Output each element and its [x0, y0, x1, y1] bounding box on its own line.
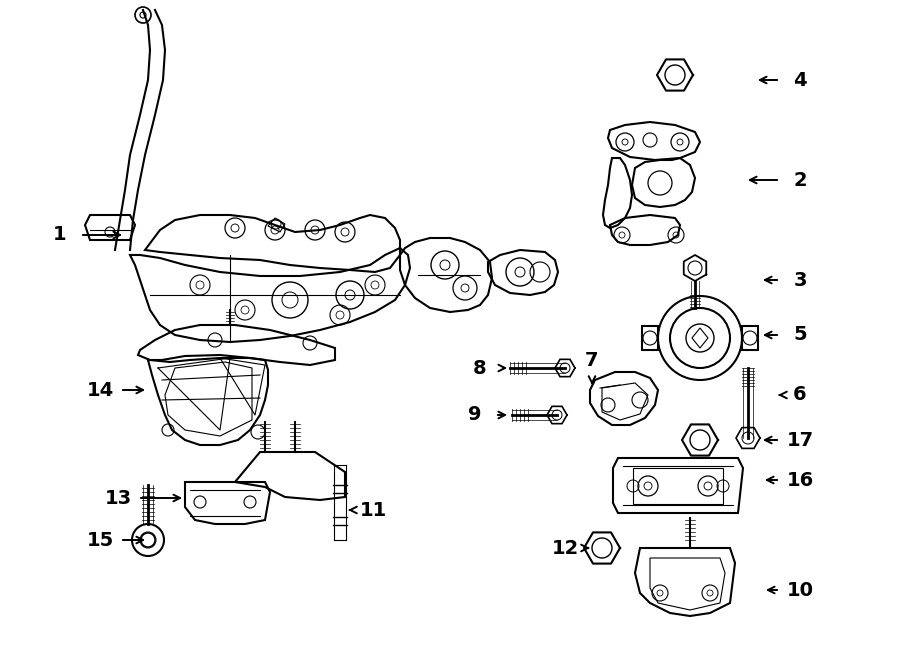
Text: 4: 4	[793, 71, 806, 89]
Text: 6: 6	[793, 385, 806, 405]
Text: 14: 14	[86, 381, 113, 399]
Text: 2: 2	[793, 171, 806, 190]
Text: 3: 3	[793, 270, 806, 290]
Text: 5: 5	[793, 325, 806, 344]
Text: 1: 1	[53, 225, 67, 245]
Text: 15: 15	[86, 531, 113, 549]
Text: 9: 9	[468, 405, 482, 424]
Text: 10: 10	[787, 580, 814, 600]
Text: 8: 8	[473, 358, 487, 377]
Text: 12: 12	[552, 539, 579, 557]
Text: 17: 17	[787, 430, 814, 449]
Text: 11: 11	[359, 500, 387, 520]
Text: 7: 7	[585, 350, 598, 369]
Text: 13: 13	[104, 488, 131, 508]
Text: 16: 16	[787, 471, 814, 490]
